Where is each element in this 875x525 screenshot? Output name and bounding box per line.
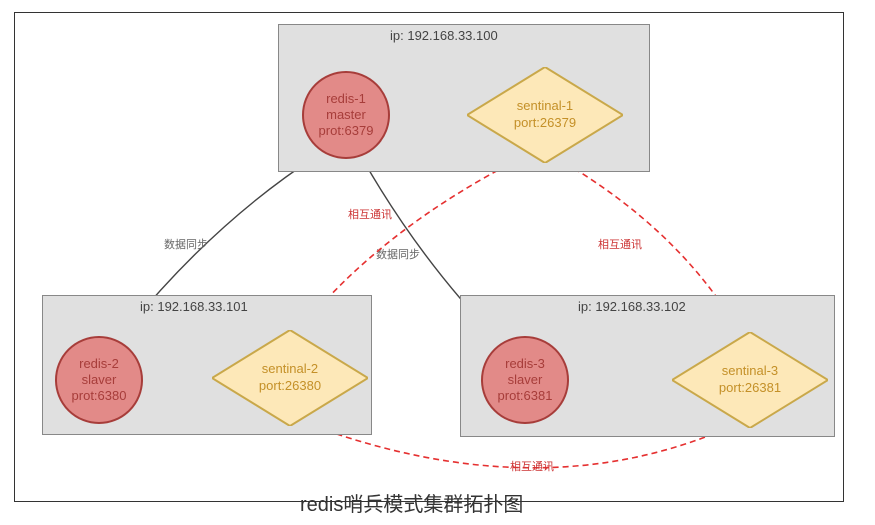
redis-1-node: redis-1masterprot:6379 (302, 71, 390, 159)
sentinel-3-text: sentinal-3port:26381 (719, 363, 781, 397)
host-3-ip-label: ip: 192.168.33.102 (578, 299, 686, 314)
sentinel-2-text: sentinal-2port:26380 (259, 361, 321, 395)
redis-1-text: redis-1masterprot:6379 (319, 91, 374, 140)
redis-2-node: redis-2slaverprot:6380 (55, 336, 143, 424)
diagram-title: redis哨兵模式集群拓扑图 (300, 488, 523, 517)
sentinel-3-node: sentinal-3port:26381 (672, 332, 828, 428)
sentinel-1-text: sentinal-1port:26379 (514, 98, 576, 132)
host-1-ip-label: ip: 192.168.33.100 (390, 28, 498, 43)
sentinel-2-node: sentinal-2port:26380 (212, 330, 368, 426)
redis-2-text: redis-2slaverprot:6380 (72, 356, 127, 405)
host-2-ip-label: ip: 192.168.33.101 (140, 299, 248, 314)
sentinel-1-node: sentinal-1port:26379 (467, 67, 623, 163)
diagram-canvas: 监控监控监控数据同步数据同步相互通讯相互通讯相互通讯 ip: 192.168.3… (0, 0, 875, 525)
redis-3-text: redis-3slaverprot:6381 (498, 356, 553, 405)
redis-3-node: redis-3slaverprot:6381 (481, 336, 569, 424)
